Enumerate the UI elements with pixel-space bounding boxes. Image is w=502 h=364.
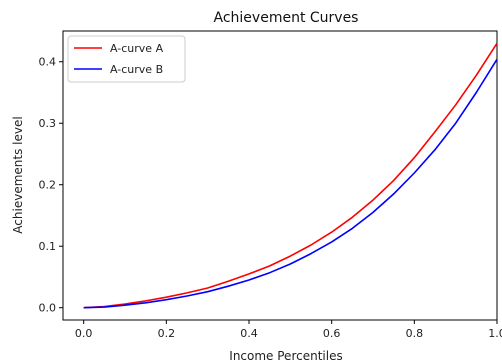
series-line-1	[83, 42, 498, 309]
x-tick-label: 1.0	[488, 327, 502, 340]
legend-label-1: A-curve A	[110, 42, 164, 55]
y-tick-label: 0.2	[39, 179, 57, 192]
x-tick-label: 0.4	[240, 327, 258, 340]
y-tick-label: 0.4	[39, 56, 57, 69]
chart-title: Achievement Curves	[214, 10, 359, 26]
x-tick-label: 0.0	[75, 327, 93, 340]
x-tick-label: 0.2	[158, 327, 176, 340]
series-line-2	[83, 58, 498, 309]
series-lines	[83, 42, 498, 309]
x-axis-label: Income Percentiles	[229, 349, 342, 363]
plot-frame	[62, 30, 498, 321]
legend: A-curve A A-curve B	[67, 35, 186, 83]
y-tick-label: 0.3	[39, 117, 57, 130]
x-tick-label: 0.6	[323, 327, 341, 340]
y-tick-label: 0.1	[39, 240, 57, 253]
axis-ticks: 0.0 0.2 0.4 0.6 0.8 1.0 0.0 0.1 0.2 0.3 0.4	[39, 56, 502, 340]
x-tick-label: 0.8	[406, 327, 424, 340]
y-tick-label: 0.0	[39, 302, 57, 315]
y-axis-label: Achievements level	[11, 116, 25, 233]
plot-area: 0.0 0.2 0.4 0.6 0.8 1.0 0.0 0.1 0.2 0.3 0.4	[39, 30, 502, 340]
legend-label-2: A-curve B	[110, 63, 163, 76]
